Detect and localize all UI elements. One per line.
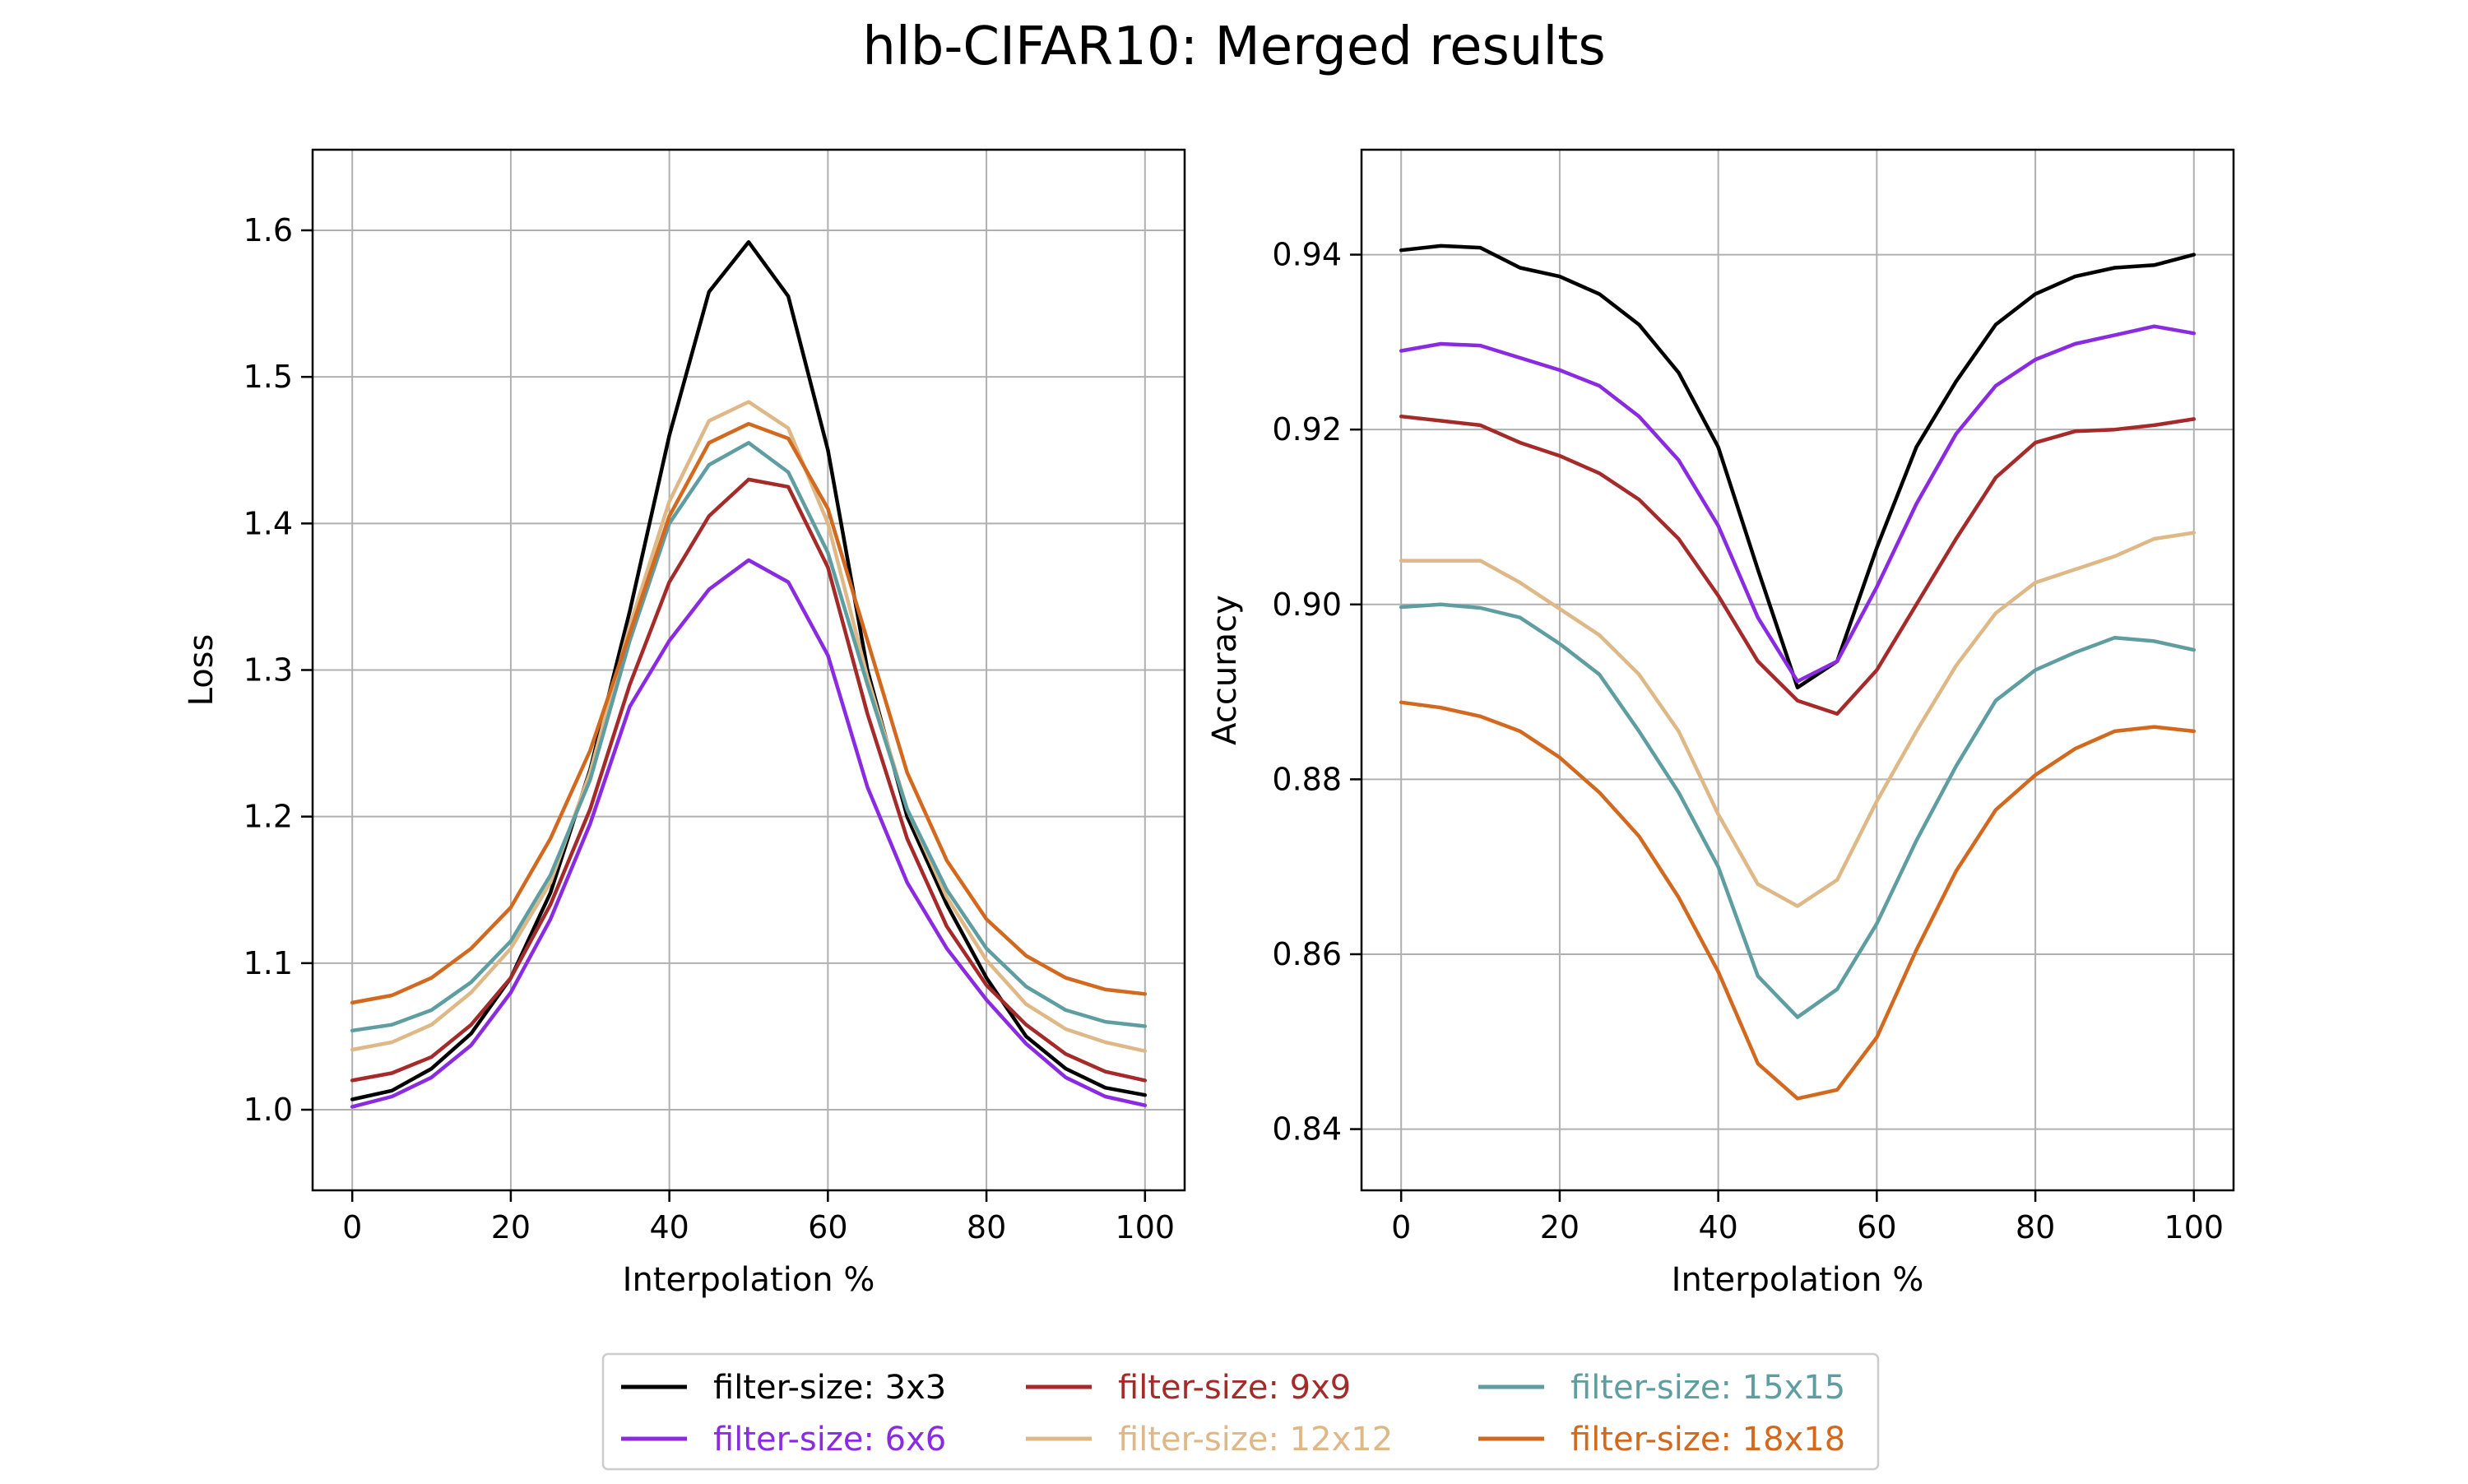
y-axis-label: Accuracy [1206, 595, 1244, 745]
series-line-5 [350, 441, 1148, 1033]
x-tick-label: 40 [649, 1209, 689, 1245]
legend-label-1: filter-size: 3x3 [713, 1369, 946, 1407]
legend: filter-size: 3x3 filter-size: 6x6 filter-s… [601, 1352, 1880, 1471]
legend-label-6: filter-size: 18x18 [1570, 1421, 1845, 1458]
y-tick-label: 0.94 [1272, 237, 1342, 273]
series-line-3 [1399, 414, 2197, 716]
y-axis-label: Loss [183, 634, 220, 707]
legend-label-4: filter-size: 12x12 [1118, 1421, 1393, 1458]
y-tick-label: 1.6 [244, 212, 293, 248]
x-tick-label: 80 [967, 1209, 1006, 1245]
series-line-5 [1399, 602, 2197, 1019]
chart-title: hlb-CIFAR10: Merged results [862, 16, 1606, 77]
x-tick-label: 100 [1116, 1209, 1176, 1245]
loss-plot: 0 20 40 60 80 100 1.0 1.1 1.2 1.3 1.4 1.5 1.6 Interpo… [183, 148, 1186, 1299]
y-tick-label: 0.88 [1272, 761, 1342, 797]
accuracy-plot: 0 20 40 60 80 100 0.84 0.86 0.88 0.90 0.92 0.94 Inte… [1206, 148, 2235, 1299]
x-tick-label: 80 [2016, 1209, 2055, 1245]
y-tick-label: 1.5 [244, 359, 293, 395]
series-line-4 [1399, 531, 2197, 908]
x-tick-label: 0 [342, 1209, 362, 1245]
series-line-2 [350, 558, 1148, 1109]
y-tick-label: 1.3 [244, 652, 293, 689]
y-tick-label: 0.92 [1272, 411, 1342, 448]
x-tick-label: 0 [1391, 1209, 1411, 1245]
axes-frame [1360, 148, 2235, 1192]
y-tick-label: 1.2 [244, 799, 293, 835]
legend-frame [601, 1352, 1880, 1471]
y-tick-label: 1.1 [244, 945, 293, 981]
series-line-1 [1399, 243, 2197, 690]
x-tick-label: 60 [1857, 1209, 1896, 1245]
y-tick-label: 0.90 [1272, 587, 1342, 623]
x-tick-label: 20 [1540, 1209, 1580, 1245]
legend-label-3: filter-size: 9x9 [1118, 1369, 1351, 1407]
series-line-2 [1399, 324, 2197, 684]
series-line-3 [350, 477, 1148, 1083]
x-tick-label: 60 [808, 1209, 847, 1245]
x-tick-label: 100 [2164, 1209, 2224, 1245]
series-line-1 [350, 239, 1148, 1101]
series-line-6 [1399, 700, 2197, 1101]
x-axis-label: Interpolation % [1672, 1261, 1924, 1299]
y-tick-label: 0.86 [1272, 936, 1342, 972]
series-line-6 [350, 421, 1148, 1005]
legend-label-2: filter-size: 6x6 [713, 1421, 946, 1458]
y-tick-label: 1.4 [244, 505, 293, 541]
x-axis-label: Interpolation % [623, 1261, 875, 1299]
y-tick-label: 1.0 [244, 1092, 293, 1128]
x-tick-label: 40 [1698, 1209, 1737, 1245]
series-line-4 [350, 400, 1148, 1053]
legend-label-5: filter-size: 15x15 [1570, 1369, 1845, 1407]
x-tick-label: 20 [491, 1209, 531, 1245]
y-tick-label: 0.84 [1272, 1111, 1342, 1148]
